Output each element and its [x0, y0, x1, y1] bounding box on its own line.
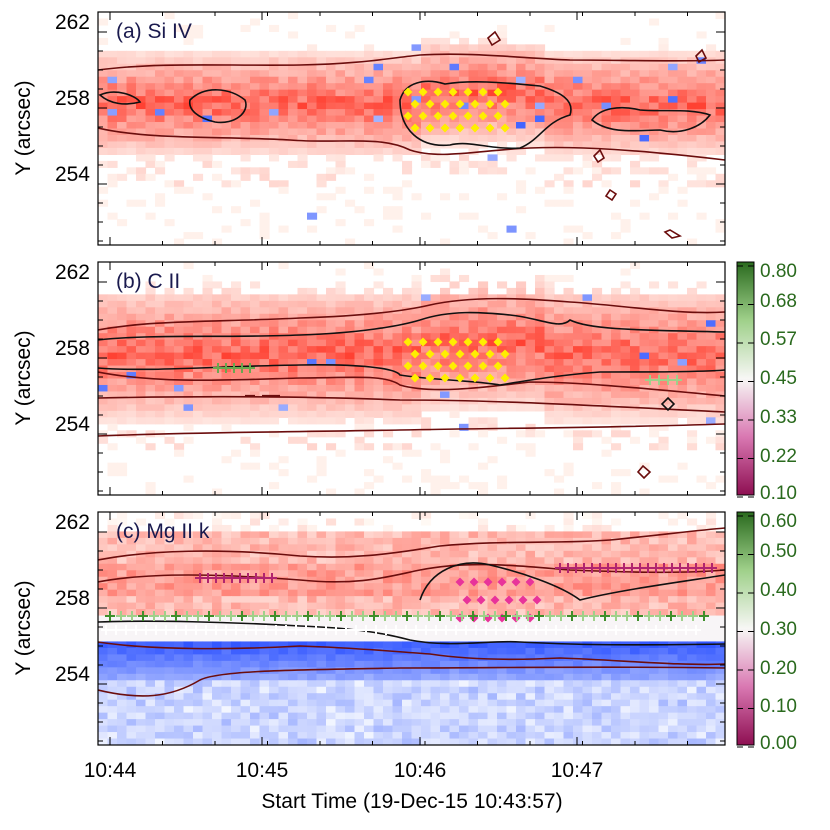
colorbar-c — [736, 511, 755, 746]
panel-a-markers — [403, 87, 510, 133]
panel-c-ytick-262: 262 — [55, 511, 90, 534]
axis-ticks — [98, 12, 725, 745]
xtick-1044: 10:44 — [84, 759, 137, 782]
panel-a-ytick-254: 254 — [55, 163, 90, 186]
cb-b-tick-6: 0.10 — [760, 483, 797, 504]
xtick-1045: 10:45 — [236, 759, 289, 782]
cb-c-tick-0: 0.60 — [760, 511, 797, 532]
cb-b-tick-5: 0.22 — [760, 446, 797, 467]
cb-c-tick-5: 0.10 — [760, 696, 797, 717]
panel-a-ytick-258: 258 — [55, 87, 90, 110]
xtick-1047: 10:47 — [551, 759, 604, 782]
panel-a-frame — [97, 11, 726, 246]
panel-c-ytick-258: 258 — [55, 587, 90, 610]
panel-b-ytick-254: 254 — [55, 413, 90, 436]
colorbar-ticks — [737, 265, 754, 748]
panel-b-ytick-258: 258 — [55, 337, 90, 360]
panel-a-heatmap — [98, 12, 725, 245]
cb-c-tick-2: 0.40 — [760, 580, 797, 601]
cb-c-tick-4: 0.20 — [760, 658, 797, 679]
panel-b-ylabel: Y (arcsec) — [12, 330, 35, 425]
panel-a-ytick-262: 262 — [55, 11, 90, 34]
cb-b-tick-0: 0.80 — [760, 261, 797, 282]
panel-a-ylabel: Y (arcsec) — [12, 80, 35, 175]
panel-a-contours — [98, 30, 725, 239]
panel-b-ytick-262: 262 — [55, 261, 90, 284]
panel-b-frame — [97, 261, 726, 496]
cb-c-tick-6: 0.00 — [760, 733, 797, 754]
panel-c-ylabel: Y (arcsec) — [12, 580, 35, 675]
panel-b-markers — [213, 337, 682, 385]
panel-c-frame — [97, 511, 726, 746]
cb-b-tick-3: 0.45 — [760, 368, 797, 389]
xtick-1046: 10:46 — [394, 759, 447, 782]
cb-c-tick-3: 0.30 — [760, 619, 797, 640]
panel-b-title: (b) C II — [116, 270, 180, 293]
cb-c-tick-1: 0.50 — [760, 541, 797, 562]
panel-c-ytick-254: 254 — [55, 663, 90, 686]
panel-a-title: (a) Si IV — [116, 20, 192, 43]
cb-b-tick-1: 0.68 — [760, 291, 797, 312]
x-axis-label: Start Time (19-Dec-15 10:43:57) — [261, 790, 562, 813]
cb-b-tick-2: 0.57 — [760, 329, 797, 350]
cb-b-tick-4: 0.33 — [760, 407, 797, 428]
panel-c-title: (c) Mg II k — [116, 520, 210, 543]
panel-c-heatmap — [98, 512, 725, 745]
colorbar-b — [736, 261, 755, 496]
panel-c-markers — [101, 563, 717, 635]
